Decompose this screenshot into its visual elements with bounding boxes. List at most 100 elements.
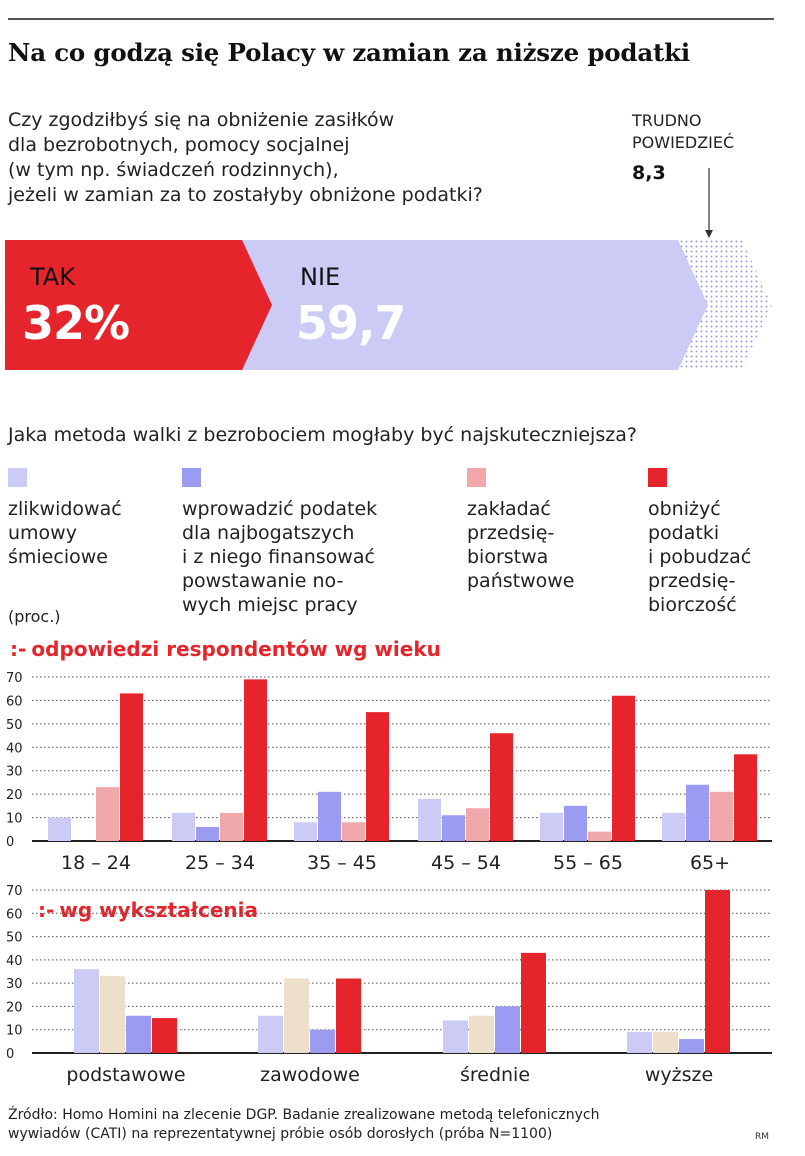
question-1-line: jeżeli w zamian za to zostałyby obniżone… (8, 184, 483, 206)
bar (244, 679, 267, 841)
bar (74, 969, 99, 1053)
bar (466, 808, 489, 841)
pointer-arrow-icon (705, 230, 713, 238)
legend-item-zakladac: zakładać przedsię- biorstwa państwowe (467, 497, 575, 593)
y-tick-label: 30 (6, 977, 23, 992)
bar (686, 784, 709, 841)
section-title-age: :- odpowiedzi respondentów wg wieku (10, 637, 441, 661)
legend-line: obniżyć (648, 498, 721, 520)
bar (96, 787, 119, 841)
legend-item-obnizyc: obniżyć podatki i pobudzać przedsię- bio… (648, 497, 751, 617)
bar (705, 890, 730, 1053)
bar (366, 712, 389, 841)
bar (734, 754, 757, 841)
legend-line: biorstwa (467, 546, 549, 568)
bar (48, 817, 71, 841)
question-2: Jaka metoda walki z bezrobociem mogłaby … (8, 424, 637, 446)
trudno-powiedziec-value: 8,3 (632, 162, 666, 184)
legend-swatch-obnizyc (648, 468, 667, 487)
bar (284, 978, 309, 1053)
bar (469, 1015, 494, 1053)
tak-value: 32% (22, 296, 130, 350)
legend-item-zlikwidowac: zlikwidować umowy śmieciowe (8, 497, 122, 569)
top-rule (8, 18, 774, 20)
y-tick-label: 70 (6, 671, 23, 686)
x-tick-label: 55 – 65 (553, 852, 623, 874)
legend-swatch-zakladac (467, 468, 486, 487)
legend-line: podatki (648, 522, 720, 544)
legend-swatch-podatek (182, 468, 201, 487)
legend-line: umowy (8, 522, 77, 544)
y-tick-label: 20 (6, 1000, 23, 1015)
legend-line: biorczość (648, 594, 737, 616)
bar (490, 733, 513, 841)
section-marker-icon: :- (38, 898, 55, 922)
bar (564, 805, 587, 841)
trudno-label-line: TRUDNO (632, 111, 702, 130)
trudno-label-line: POWIEDZIEĆ (632, 133, 735, 152)
source-line: wywiadów (CATI) na reprezentatywnej prób… (8, 1126, 553, 1142)
bar (653, 1032, 678, 1053)
education-chart: 0 10 20 30 40 50 60 70 podstawowe zawodowe średnie… (6, 884, 772, 1086)
question-1-line: Czy zgodziłbyś się na obniżenie zasiłków (8, 109, 395, 131)
legend-line: państwowe (467, 570, 575, 592)
legend-line: przedsię- (467, 522, 555, 544)
bar (196, 826, 219, 841)
bar (679, 1039, 704, 1053)
age-chart: 0 10 20 30 40 50 60 70 18 – 24 25 – 34 35 – 45 45 –… (6, 671, 772, 874)
legend-line: i pobudzać (648, 546, 752, 568)
bar (588, 831, 611, 841)
y-tick-label: 10 (6, 1024, 23, 1039)
y-tick-label: 40 (6, 741, 23, 756)
y-tick-label: 20 (6, 788, 23, 803)
y-tick-label: 60 (6, 907, 23, 922)
bar (100, 976, 125, 1053)
x-tick-label: średnie (460, 1064, 530, 1086)
answer-bar (5, 168, 772, 370)
tak-segment (5, 240, 272, 370)
legend-item-podatek: wprowadzić podatek dla najbogatszych i z… (182, 497, 377, 617)
author-credit: RM (755, 1132, 770, 1142)
source-line: Źródło: Homo Homini na zlecenie DGP. Bad… (8, 1107, 600, 1123)
x-tick-label: 35 – 45 (307, 852, 377, 874)
question-1: Czy zgodziłbyś się na obniżenie zasiłków… (8, 108, 483, 208)
legend-line: i z niego finansować (182, 546, 375, 568)
y-tick-label: 0 (6, 1047, 14, 1062)
bar (443, 1020, 468, 1053)
bar (258, 1015, 283, 1053)
legend-line: powstawanie no- (182, 570, 344, 592)
bar (627, 1032, 652, 1053)
x-tick-label: wyższe (645, 1064, 713, 1086)
y-tick-label: 50 (6, 718, 23, 733)
bar (710, 791, 733, 841)
trudno-segment (678, 240, 772, 370)
x-tick-label: 18 – 24 (61, 852, 131, 874)
bar (172, 812, 195, 841)
legend-line: śmieciowe (8, 546, 108, 568)
y-tick-label: 50 (6, 931, 23, 946)
nie-value: 59,7 (296, 296, 406, 350)
chart-title-education: wg wykształcenia (59, 898, 259, 922)
question-1-line: (w tym np. świadczeń rodzinnych), (8, 159, 339, 181)
question-1-line: dla bezrobotnych, pomocy socjalnej (8, 134, 350, 156)
legend-line: zlikwidować (8, 498, 122, 520)
legend-line: dla najbogatszych (182, 522, 355, 544)
bar (294, 822, 317, 841)
legend-line: wprowadzić podatek (182, 498, 378, 520)
headline: Na co godzą się Polacy w zamian za niższ… (8, 38, 691, 67)
unit-label: (proc.) (8, 607, 61, 626)
bar (540, 812, 563, 841)
x-tick-label: zawodowe (260, 1064, 360, 1086)
tak-label: TAK (30, 263, 75, 291)
x-tick-label: 25 – 34 (185, 852, 255, 874)
bar (120, 693, 143, 841)
x-tick-label: podstawowe (66, 1064, 185, 1086)
bar (220, 812, 243, 841)
y-tick-label: 0 (6, 835, 14, 850)
x-tick-label: 45 – 54 (431, 852, 501, 874)
legend-line: przedsię- (648, 570, 736, 592)
legend-line: zakładać (467, 498, 551, 520)
legend-line: wych miejsc pracy (182, 594, 358, 616)
bar (521, 952, 546, 1053)
y-tick-label: 10 (6, 812, 23, 827)
